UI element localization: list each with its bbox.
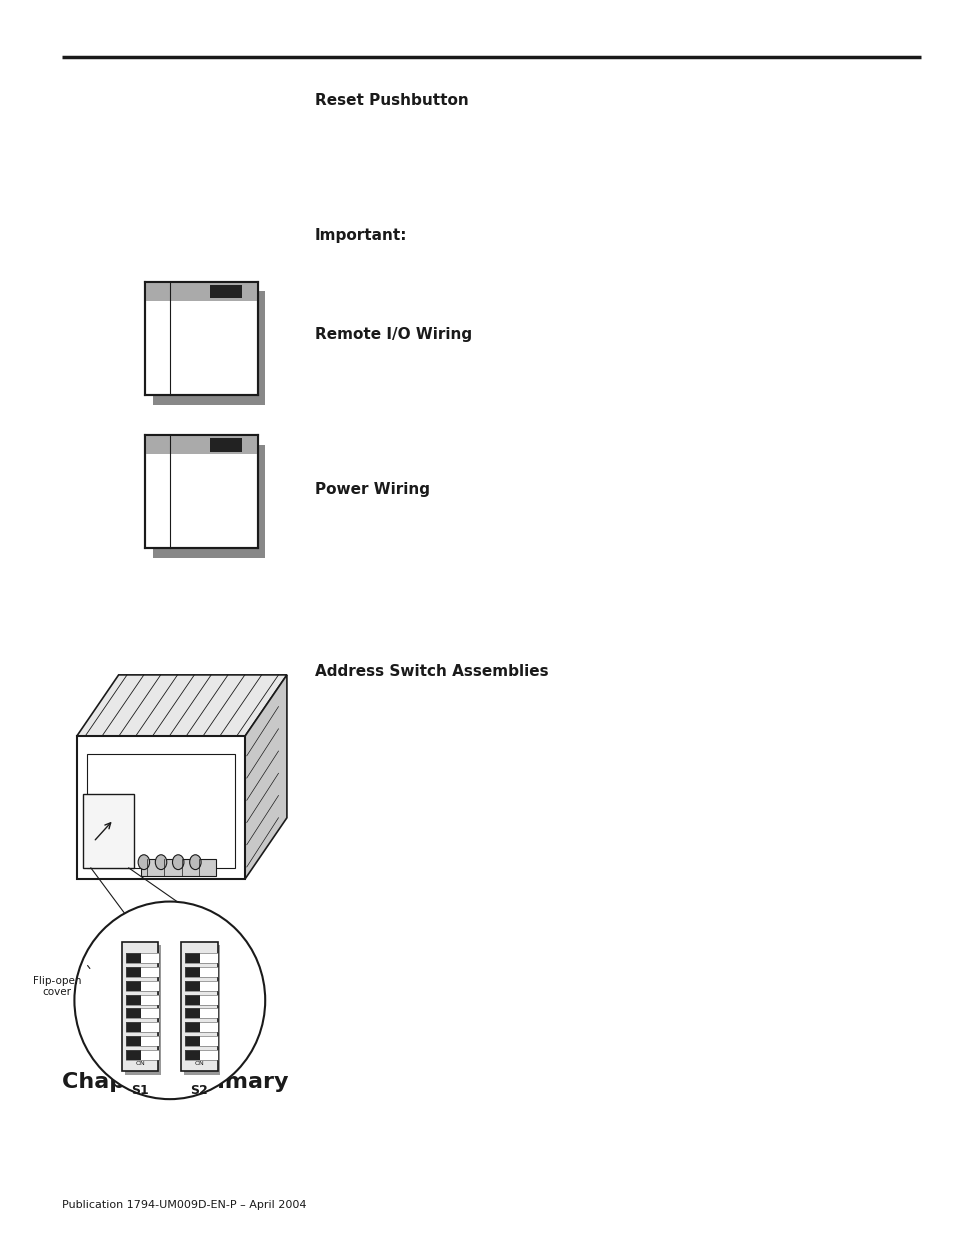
Text: ON: ON — [135, 1061, 145, 1066]
Bar — [141, 1050, 159, 1060]
Bar — [210, 284, 241, 299]
Bar — [141, 994, 159, 1004]
Bar — [185, 1050, 200, 1060]
Bar — [126, 1023, 159, 1032]
Polygon shape — [76, 674, 287, 736]
Text: S1: S1 — [132, 1083, 149, 1097]
Bar — [185, 967, 200, 977]
Bar — [185, 1023, 218, 1032]
Text: Reset Pushbutton: Reset Pushbutton — [314, 93, 468, 107]
Bar — [152, 445, 265, 558]
Text: Remote I/O Wiring: Remote I/O Wiring — [314, 327, 472, 342]
Bar — [126, 1036, 159, 1046]
Bar — [126, 953, 159, 963]
Bar — [185, 994, 200, 1004]
Bar — [185, 1050, 218, 1060]
Bar — [141, 1036, 159, 1046]
Text: ON: ON — [194, 1061, 204, 1066]
Bar — [200, 1050, 218, 1060]
Circle shape — [155, 855, 167, 869]
Bar — [185, 981, 200, 990]
Bar — [200, 994, 218, 1004]
Bar — [83, 794, 133, 868]
Bar — [210, 437, 241, 452]
Bar — [145, 282, 257, 301]
Bar — [200, 1036, 218, 1046]
Circle shape — [190, 855, 201, 869]
Bar — [185, 994, 218, 1004]
Polygon shape — [245, 674, 287, 879]
Bar — [181, 941, 217, 1071]
Bar — [185, 1009, 218, 1019]
Bar — [141, 1023, 159, 1032]
Bar — [126, 1036, 141, 1046]
Bar — [126, 1009, 141, 1019]
Bar — [126, 981, 159, 990]
Text: Publication 1794-UM009D-EN-P – April 2004: Publication 1794-UM009D-EN-P – April 200… — [62, 1200, 306, 1210]
Text: Power Wiring: Power Wiring — [314, 482, 430, 496]
Bar — [126, 967, 159, 977]
Bar — [141, 953, 159, 963]
Bar — [200, 953, 218, 963]
Circle shape — [138, 855, 150, 869]
Bar — [200, 981, 218, 990]
Bar — [141, 981, 159, 990]
Bar — [126, 994, 159, 1004]
Bar — [126, 1050, 141, 1060]
Bar — [145, 435, 257, 454]
Bar — [140, 860, 216, 877]
Bar — [126, 967, 141, 977]
Ellipse shape — [74, 902, 265, 1099]
Bar — [185, 953, 218, 963]
Bar — [200, 1009, 218, 1019]
Bar — [87, 753, 234, 868]
Text: Important:: Important: — [314, 228, 407, 243]
Text: Flip-open
cover: Flip-open cover — [33, 976, 81, 997]
Bar — [152, 291, 265, 405]
Bar — [76, 736, 245, 879]
Bar — [126, 1050, 159, 1060]
Bar — [141, 1009, 159, 1019]
Bar — [145, 282, 257, 395]
Bar — [185, 1036, 200, 1046]
Bar — [185, 953, 200, 963]
Bar — [122, 941, 158, 1071]
Bar — [184, 946, 220, 1074]
Bar — [141, 967, 159, 977]
Bar — [185, 967, 218, 977]
Bar — [126, 1023, 141, 1032]
Bar — [200, 967, 218, 977]
Text: S2: S2 — [191, 1083, 208, 1097]
Bar — [200, 1023, 218, 1032]
Bar — [126, 1009, 159, 1019]
Bar — [185, 981, 218, 990]
Bar — [125, 946, 161, 1074]
Text: Address Switch Assemblies: Address Switch Assemblies — [314, 664, 548, 679]
Bar — [126, 953, 141, 963]
Text: Chapter Summary: Chapter Summary — [62, 1072, 288, 1092]
Bar — [126, 994, 141, 1004]
Bar — [185, 1023, 200, 1032]
Bar — [185, 1009, 200, 1019]
Circle shape — [172, 855, 184, 869]
Bar — [185, 1036, 218, 1046]
Bar — [126, 981, 141, 990]
Bar — [145, 435, 257, 548]
